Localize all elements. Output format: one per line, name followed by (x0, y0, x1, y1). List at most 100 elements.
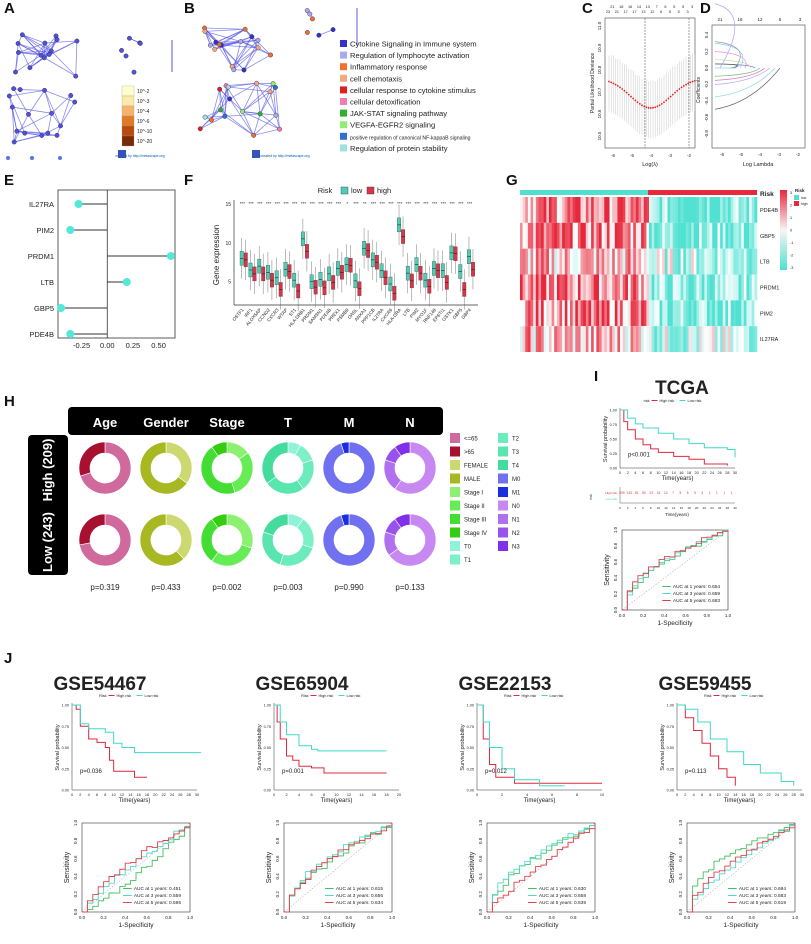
heatmap-cell (693, 274, 697, 301)
roc-curve (687, 823, 796, 913)
gene-label: PRDM1 (28, 252, 54, 261)
legend-swatch (450, 514, 460, 524)
network-node (73, 73, 79, 79)
y-tick-label: -0.2 (704, 80, 709, 88)
heatmap-cell (630, 326, 634, 352)
heatmap-cell (733, 197, 737, 223)
heatmap-cell (585, 326, 589, 352)
y-tick-label: 0.4 (704, 31, 709, 38)
heatmap-cell (567, 300, 571, 327)
scale-label: -2 (790, 254, 793, 258)
x-tick-label: 0 (676, 793, 678, 797)
x-tick-label: 14 (359, 793, 363, 797)
heatmap-cell (751, 197, 755, 223)
network-node (225, 84, 231, 90)
heatmap-cell (556, 222, 560, 249)
network-edge (47, 113, 52, 134)
risk-table-count: 5 (687, 491, 689, 495)
panel-label-f: F (184, 172, 194, 189)
network-node (254, 80, 259, 86)
legend-label: FEMALE (464, 464, 488, 470)
heatmap-cell (601, 197, 605, 223)
heatmap-cell (754, 197, 758, 223)
x-tick-label: 14 (733, 793, 737, 797)
heatmap-cell (564, 274, 568, 301)
heatmap-cell (717, 248, 721, 275)
x-tick-label: 8 (576, 793, 578, 797)
heatmap-cell (738, 197, 742, 223)
heatmap-cell (635, 274, 639, 301)
legend-title: Risk (504, 694, 511, 698)
network-edge (218, 44, 245, 71)
legend-label: High risk (722, 694, 737, 698)
y-tick-label: 0.2 (73, 891, 78, 898)
donut-slice (211, 513, 228, 529)
heatmap-cell (749, 274, 753, 301)
heatmap-cell (709, 197, 713, 223)
heatmap-cell (596, 274, 600, 301)
km-curve-low (477, 704, 565, 787)
panel-label-j: J (4, 650, 13, 667)
heatmap-cell (591, 197, 595, 223)
x-tick-label: 2 (501, 793, 503, 797)
heatmap-cell (622, 222, 626, 249)
y-tick-label: 0.8 (73, 837, 78, 844)
x-tick-label: 0 (619, 471, 621, 475)
heatmap-cell (722, 248, 726, 275)
y-tick-label: 0.2 (704, 48, 709, 55)
p-value-label: p=0.133 (395, 583, 425, 592)
legend-label: N3 (512, 545, 520, 551)
cv-point (616, 85, 619, 87)
heatmap-cell (733, 248, 737, 275)
cv-point (623, 89, 626, 92)
network-node (68, 93, 74, 98)
network-edge (44, 40, 77, 44)
heatmap-cell (728, 222, 731, 249)
x-tick-label: 24 (710, 506, 714, 510)
heatmap-cell (722, 274, 726, 301)
x-tick-label: 0 (273, 793, 275, 797)
y-tick-label: 0.4 (73, 873, 78, 880)
legend-label: High risk (522, 694, 537, 698)
panel-label-b: B (184, 0, 195, 17)
y-tick-label: 0.50 (62, 746, 69, 750)
heatmap-cell (617, 300, 621, 327)
scale-label: 0 (790, 229, 792, 233)
risk-table-count: 209 (619, 491, 625, 495)
x-tick-label: 12 (347, 793, 351, 797)
x-tick-label: -4 (758, 152, 762, 157)
auc-label: AUC at 3 years: 0.659 (673, 591, 721, 597)
row-label-high: High (209) (40, 439, 55, 502)
heatmap-cell (614, 274, 618, 301)
plot-frame (486, 822, 596, 913)
pvalue-scale-swatch (121, 85, 135, 97)
heatmap-cell (620, 248, 623, 275)
heatmap-cell (741, 248, 745, 275)
coefficient-path (714, 3, 736, 69)
top-tick-label: 16 (628, 5, 632, 9)
legend-swatch (340, 98, 347, 105)
heatmap-cell (580, 300, 584, 327)
x-tick-label: 0.4 (324, 915, 331, 920)
x-tick-label: 0.6 (749, 915, 756, 920)
heatmap-cell (622, 326, 626, 352)
heatmap-cell (685, 274, 689, 301)
auc-label: AUC at 1 years: 0.654 (673, 584, 721, 590)
heatmap-cell (683, 300, 687, 327)
heatmap-cell (741, 326, 745, 352)
network-edge (44, 89, 75, 103)
x-tick-label: 24 (775, 793, 779, 797)
heatmap-cell (520, 274, 523, 301)
heatmap-cell (614, 300, 618, 327)
heatmap-cell (580, 248, 584, 275)
x-axis-label: Time(years) (724, 798, 756, 804)
heatmap-cell (680, 197, 684, 223)
pvalue-scale-label: 10^-4 (137, 109, 150, 115)
significance-label: *** (301, 201, 307, 206)
p-value-label: p=0.319 (90, 583, 120, 592)
network-edge (44, 90, 61, 127)
significance-label: *** (283, 201, 289, 206)
heatmap-cell (649, 300, 652, 327)
legend-label: High risk (117, 694, 132, 698)
scale-label: 1 (790, 216, 792, 220)
